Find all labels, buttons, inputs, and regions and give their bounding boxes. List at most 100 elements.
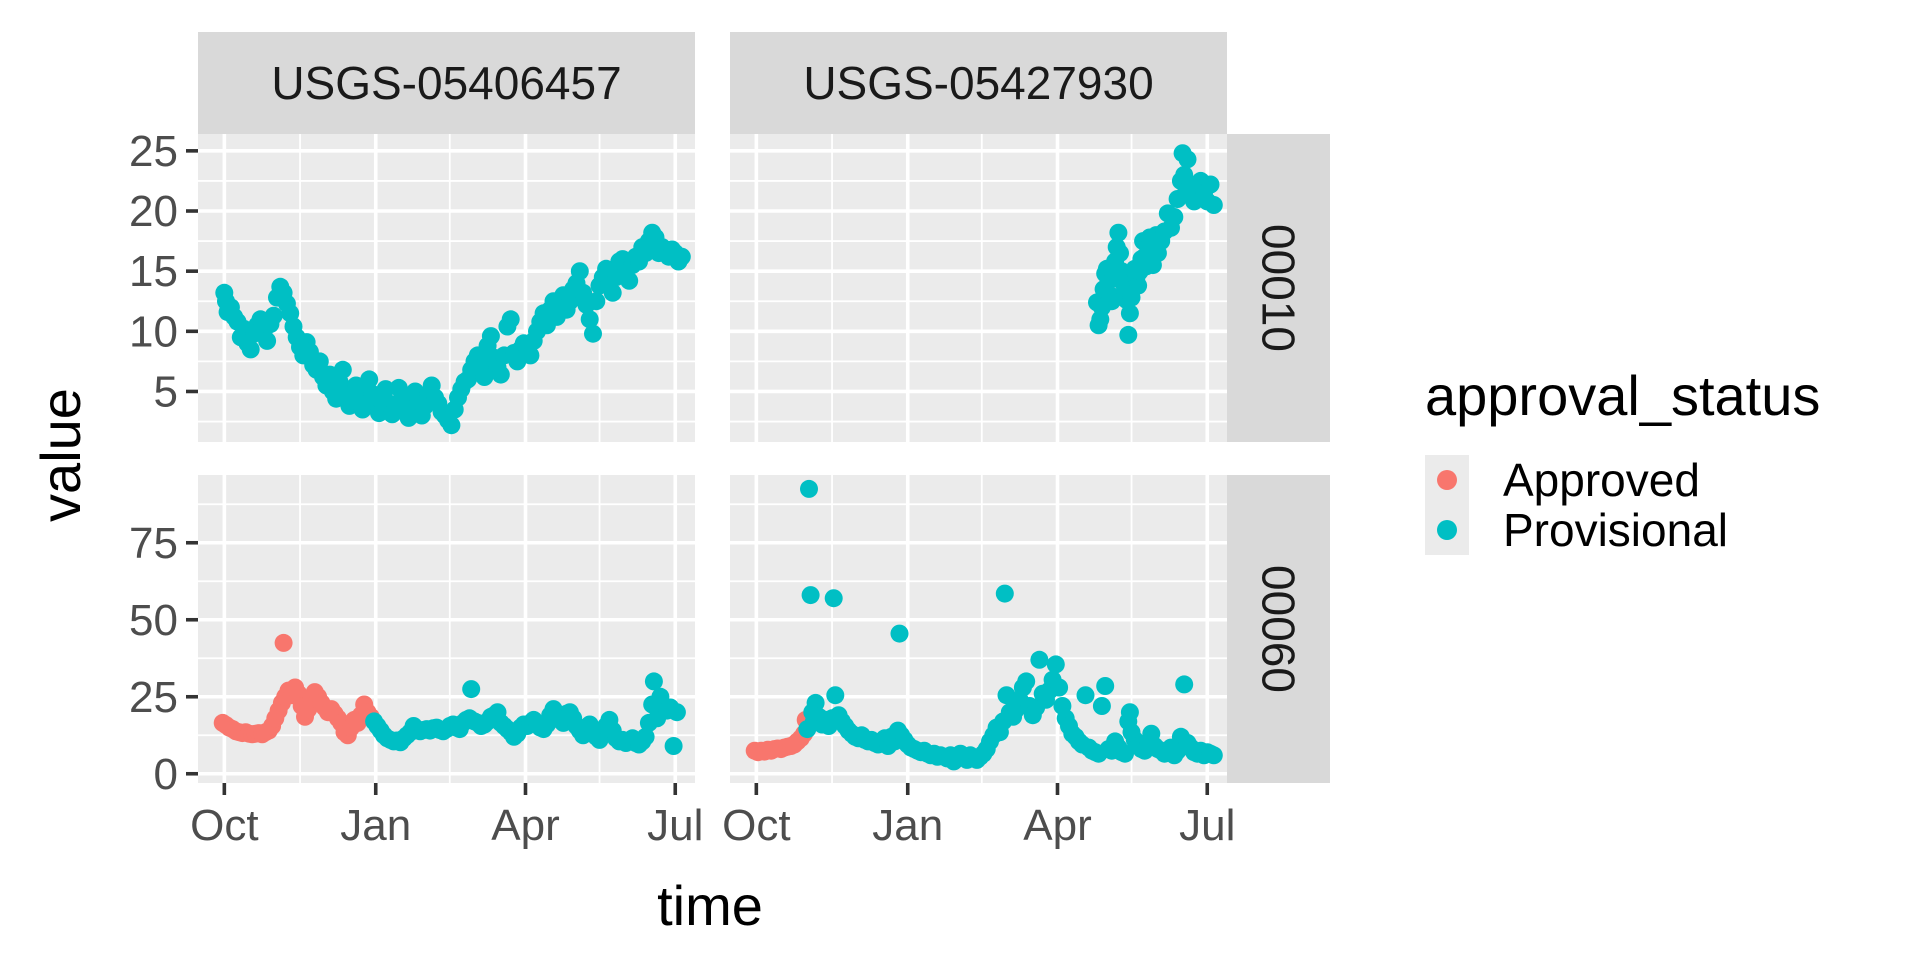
panel-usgs-05427930-00060 bbox=[730, 475, 1227, 783]
x-tick-label: Jan bbox=[340, 801, 411, 850]
data-point-provisional bbox=[1178, 150, 1197, 169]
y-axis-00010: 5 10 15 20 25 bbox=[129, 127, 198, 416]
data-point-provisional bbox=[672, 247, 691, 266]
series-provisional bbox=[1088, 144, 1223, 344]
data-point-provisional bbox=[584, 324, 602, 343]
y-tick-label: 75 bbox=[129, 519, 178, 568]
legend-key-provisional bbox=[1437, 520, 1457, 540]
column-strip-label: USGS-05406457 bbox=[271, 57, 621, 109]
facet-strips: USGS-05406457 USGS-05427930 00010 00060 bbox=[198, 32, 1330, 783]
data-point-provisional bbox=[310, 352, 329, 371]
data-point-provisional bbox=[570, 262, 589, 281]
data-point-provisional bbox=[1116, 744, 1134, 763]
data-point-provisional bbox=[491, 365, 510, 384]
x-axis-usgs-05406457: Oct Jan Apr Jul bbox=[190, 783, 703, 850]
panel-usgs-05427930-00010 bbox=[730, 134, 1227, 442]
data-point-provisional bbox=[1175, 675, 1194, 694]
data-point-provisional bbox=[333, 360, 352, 379]
y-axis-00060: 0 25 50 75 bbox=[129, 519, 198, 799]
strip-background bbox=[1227, 134, 1330, 442]
data-point-provisional bbox=[995, 584, 1014, 603]
data-point-provisional bbox=[1076, 686, 1095, 705]
data-point-provisional bbox=[603, 283, 622, 302]
data-point-provisional bbox=[1129, 276, 1148, 295]
row-strip-00010: 00010 bbox=[1227, 134, 1330, 442]
data-point-provisional bbox=[376, 380, 395, 399]
x-axis-usgs-05427930: Oct Jan Apr Jul bbox=[722, 783, 1235, 850]
data-point-provisional bbox=[800, 479, 818, 498]
data-point-provisional bbox=[824, 589, 843, 608]
column-strip-label: USGS-05427930 bbox=[803, 57, 1153, 109]
y-tick-label: 50 bbox=[129, 596, 178, 645]
data-point-provisional bbox=[1109, 223, 1128, 242]
axes: 5 10 15 20 25 0 25 50 75 Oct Jan Apr Jul Oct Jan Apr Jul bbox=[129, 127, 1235, 850]
data-point-provisional bbox=[1111, 244, 1129, 263]
y-axis-title: value bbox=[29, 388, 92, 522]
data-point-provisional bbox=[667, 703, 686, 722]
column-strip-usgs-05427930: USGS-05427930 bbox=[730, 32, 1227, 134]
row-strip-label: 00060 bbox=[1253, 565, 1305, 693]
data-point-provisional bbox=[521, 346, 540, 365]
x-tick-label: Oct bbox=[722, 801, 790, 850]
strip-background bbox=[198, 32, 695, 134]
data-point-provisional bbox=[1204, 746, 1223, 765]
data-point-provisional bbox=[587, 292, 606, 311]
data-point-provisional bbox=[1046, 655, 1065, 674]
x-tick-label: Jul bbox=[647, 801, 703, 850]
data-point-provisional bbox=[801, 586, 820, 605]
panel-usgs-05406457-00010 bbox=[198, 134, 695, 442]
data-point-provisional bbox=[462, 680, 481, 699]
data-point-provisional bbox=[475, 368, 494, 386]
y-tick-label: 0 bbox=[154, 750, 178, 799]
data-point-provisional bbox=[258, 331, 277, 350]
y-tick-label: 20 bbox=[129, 187, 178, 236]
y-tick-label: 10 bbox=[129, 307, 178, 356]
data-point-provisional bbox=[580, 310, 599, 329]
series-approved bbox=[213, 633, 380, 745]
series-approved bbox=[745, 710, 815, 762]
data-point-provisional bbox=[636, 727, 655, 746]
data-point-provisional bbox=[1102, 292, 1121, 311]
data-point-provisional bbox=[826, 686, 845, 705]
legend-label-provisional: Provisional bbox=[1503, 504, 1728, 556]
row-strip-label: 00010 bbox=[1253, 224, 1305, 352]
row-strip-00060: 00060 bbox=[1227, 475, 1330, 783]
data-point-provisional bbox=[1096, 677, 1115, 695]
data-point-provisional bbox=[1030, 650, 1049, 669]
strip-background bbox=[730, 32, 1227, 134]
y-tick-label: 25 bbox=[129, 127, 178, 176]
data-point-provisional bbox=[360, 370, 379, 389]
data-point-provisional bbox=[890, 624, 909, 643]
data-point-provisional bbox=[1050, 678, 1069, 697]
x-axis-title: time bbox=[657, 874, 763, 937]
data-point-provisional bbox=[620, 271, 639, 290]
column-strip-usgs-05406457: USGS-05406457 bbox=[198, 32, 695, 134]
data-point-provisional bbox=[501, 310, 520, 329]
legend-key-approved bbox=[1437, 470, 1457, 490]
x-tick-label: Jan bbox=[872, 801, 943, 850]
data-point-provisional bbox=[1120, 304, 1139, 323]
legend: approval_status Approved Provisional bbox=[1425, 364, 1820, 556]
x-tick-label: Apr bbox=[1023, 801, 1091, 850]
series-provisional bbox=[365, 672, 686, 755]
strip-background bbox=[1227, 475, 1330, 783]
data-point-provisional bbox=[1017, 672, 1036, 691]
series-provisional bbox=[798, 479, 1223, 771]
panel-usgs-05406457-00060 bbox=[198, 475, 695, 783]
data-point-provisional bbox=[481, 327, 500, 346]
data-point-provisional bbox=[264, 306, 283, 325]
data-point-provisional bbox=[1165, 208, 1184, 226]
x-tick-label: Jul bbox=[1179, 801, 1235, 850]
data-point-provisional bbox=[1092, 697, 1111, 715]
data-point-provisional bbox=[1119, 325, 1138, 344]
panels-layer bbox=[198, 134, 1227, 783]
data-point-provisional bbox=[1204, 196, 1223, 214]
data-point-provisional bbox=[1201, 175, 1220, 194]
data-point-provisional bbox=[442, 416, 461, 435]
data-point-provisional bbox=[664, 737, 683, 755]
x-tick-label: Apr bbox=[491, 801, 559, 850]
y-tick-label: 15 bbox=[129, 247, 178, 296]
series-provisional bbox=[215, 223, 691, 435]
legend-label-approved: Approved bbox=[1503, 454, 1700, 506]
